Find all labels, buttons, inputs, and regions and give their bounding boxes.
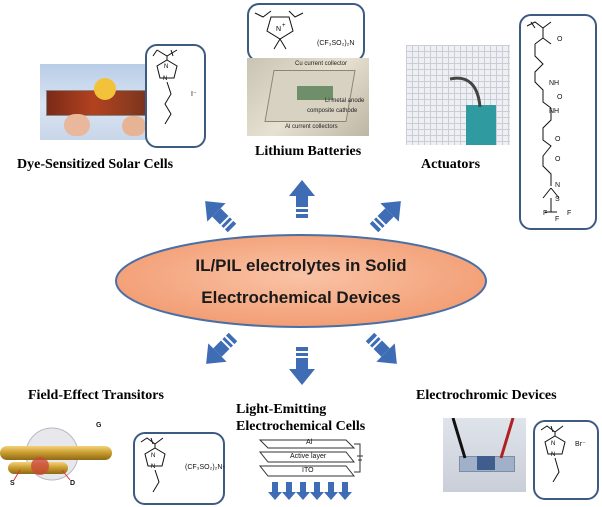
lithium-anion: (CF₃SO₂)₂N <box>317 40 355 47</box>
pyrrolidinium-structure: N + <box>254 10 304 50</box>
fet-source-label: S <box>10 480 15 487</box>
actuator-photo <box>406 45 510 145</box>
svg-text:N: N <box>551 441 555 447</box>
arrow-up-right <box>364 191 411 238</box>
dssc-thumb <box>122 116 146 136</box>
fet-drain-label: D <box>70 480 76 487</box>
battery-electrode <box>297 86 333 100</box>
svg-text:+: + <box>282 23 286 29</box>
actuator-polymer-structure <box>526 21 560 213</box>
lec-stack <box>258 439 363 500</box>
ec-anion: Br⁻ <box>575 441 586 448</box>
fet-illustration <box>0 427 112 481</box>
actuator-o3: O <box>555 136 561 143</box>
fet-chem-frame: N N (CF₃SO₂)₂N- <box>133 432 225 505</box>
actuator-chem-frame: O NH O NH O O N S F F F <box>519 14 597 230</box>
actuator-o4: O <box>555 156 561 163</box>
battery-label-cathode: composite cathode <box>307 108 358 114</box>
battery-label-li: Li metal anode <box>325 98 365 104</box>
dssc-yellow-clip <box>94 78 116 100</box>
svg-text:N: N <box>551 452 555 458</box>
lithium-chem-frame: N + (CF₃SO₂)₂N <box>247 3 365 62</box>
actuator-nh2: NH <box>549 108 560 115</box>
arrow-up-left <box>195 191 242 238</box>
dssc-chem-frame: N N I⁻ <box>145 44 206 148</box>
actuator-bending-film <box>449 76 482 108</box>
actuator-o1: O <box>557 36 563 43</box>
actuator-f3: F <box>567 210 572 217</box>
center-title-line1: IL/PIL electrolytes in Solid <box>195 256 407 275</box>
actuator-n: N <box>555 182 561 189</box>
arrow-down-left <box>196 327 243 374</box>
dssc-finger <box>64 114 90 136</box>
label-fet: Field-Effect Transitors <box>28 388 164 403</box>
center-title-line2: Electrochemical Devices <box>201 288 401 307</box>
actuator-nh1: NH <box>549 80 560 87</box>
electrochromic-photo <box>443 418 526 492</box>
label-dssc: Dye-Sensitized Solar Cells <box>17 157 174 172</box>
battery-label-cu: Cu current collector <box>295 61 348 67</box>
label-lec-line1: Light-Emitting <box>236 402 327 417</box>
battery-label-al: Al current collectors <box>285 124 338 130</box>
svg-text:N: N <box>163 76 167 82</box>
dssc-anion: I⁻ <box>191 91 197 98</box>
actuator-o2: O <box>557 94 563 101</box>
imidazolium-ethyl-structure: N N <box>140 437 166 493</box>
lec-layer-active: Active layer <box>290 453 327 460</box>
label-lec-line2: Electrochemical Cells <box>236 419 366 434</box>
fet-gate-label: G <box>96 422 102 429</box>
center-ellipse <box>115 234 487 328</box>
ec-colored-region <box>477 456 495 470</box>
arrow-down-right <box>360 327 407 374</box>
label-lithium: Lithium Batteries <box>255 144 362 159</box>
lec-layer-al: Al <box>306 439 313 446</box>
arrow-up <box>289 180 315 218</box>
imidazolium-butyl-structure: N N <box>152 49 178 125</box>
svg-text:N: N <box>164 64 168 70</box>
svg-text:N: N <box>151 464 155 470</box>
actuator-s: S <box>555 196 560 203</box>
actuator-f1: F <box>543 210 548 217</box>
lithium-photo: Cu current collector Li metal anode comp… <box>247 58 369 136</box>
label-actuators: Actuators <box>421 157 481 172</box>
lec-layer-ito: ITO <box>302 467 314 474</box>
actuator-clamp <box>466 105 496 145</box>
svg-text:N: N <box>276 26 281 33</box>
actuator-f2: F <box>555 216 560 223</box>
arrow-down <box>289 347 315 385</box>
ec-chem-frame: N N Br⁻ <box>533 420 599 500</box>
imidazolium-bromide-structure: N N <box>540 425 566 483</box>
label-electrochromic: Electrochromic Devices <box>416 388 557 403</box>
fet-anion: (CF₃SO₂)₂N- <box>185 464 225 471</box>
svg-text:N: N <box>151 453 155 459</box>
ec-probes <box>451 418 515 459</box>
